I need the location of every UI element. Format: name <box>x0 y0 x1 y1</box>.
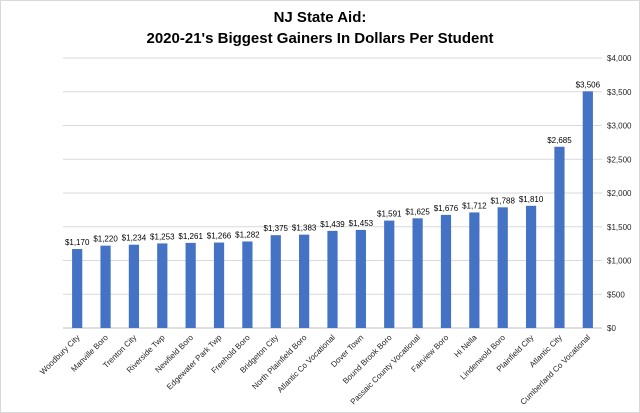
bar <box>242 241 253 328</box>
x-category-label: Bound Brook Boro <box>341 333 394 386</box>
chart-title-line-2: 2020-21's Biggest Gainers In Dollars Per… <box>146 30 494 47</box>
gridlines <box>63 57 602 329</box>
y-tick-label: $0 <box>607 324 616 333</box>
data-label: $1,266 <box>207 232 232 241</box>
data-label: $1,453 <box>349 219 374 228</box>
data-label: $1,234 <box>122 234 147 243</box>
data-label: $1,375 <box>264 224 289 233</box>
data-label: $1,810 <box>519 195 544 204</box>
y-tick-label: $1,500 <box>607 223 632 232</box>
data-label: $1,253 <box>150 232 175 241</box>
bar <box>327 230 338 328</box>
data-label: $1,676 <box>434 204 459 213</box>
bar <box>497 207 508 328</box>
data-label: $1,170 <box>65 238 90 247</box>
data-label: $2,685 <box>547 136 572 145</box>
y-tick-label: $3,500 <box>607 88 632 97</box>
x-category-label: Atlantic Co Vocational <box>276 333 338 395</box>
bar <box>384 220 395 328</box>
data-label: $1,261 <box>178 232 203 241</box>
y-tick-label: $500 <box>607 290 625 299</box>
bar <box>554 146 565 328</box>
data-label: $1,788 <box>490 196 515 205</box>
y-axis-ticks: $0 $500 $1,000 $1,500 $2,000 $2,500 $3,000 $3,5… <box>607 54 632 333</box>
y-tick-label: $3,000 <box>607 122 632 131</box>
y-tick-label: $1,000 <box>607 257 632 266</box>
data-label: $3,506 <box>576 80 601 89</box>
x-category-label: North Plainfield Boro <box>250 333 309 392</box>
chart-title: NJ State Aid: 2020-21's Biggest Gainers … <box>1 7 639 49</box>
bar <box>128 244 140 328</box>
y-tick-label: $4,000 <box>607 54 632 63</box>
bar <box>412 218 423 328</box>
bar <box>582 91 593 328</box>
y-tick-label: $2,500 <box>607 155 632 164</box>
data-label: $1,220 <box>93 235 118 244</box>
bar <box>299 234 310 328</box>
data-label: $1,625 <box>405 207 430 216</box>
bars <box>72 91 593 328</box>
bar <box>72 249 83 328</box>
bar <box>157 243 168 328</box>
bar <box>525 205 537 328</box>
data-labels: $1,170 $1,220 $1,234 $1,253 $1,261 $1,266 $1,2… <box>65 80 601 247</box>
bar <box>270 235 281 328</box>
bar <box>213 242 225 328</box>
data-label: $1,282 <box>235 230 260 239</box>
data-label: $1,383 <box>292 224 317 233</box>
x-category-label: Hi Nella <box>453 333 480 360</box>
chart-title-line-1: NJ State Aid: <box>273 9 367 26</box>
data-label: $1,712 <box>462 201 487 210</box>
data-label: $1,591 <box>377 210 402 219</box>
data-label: $1,439 <box>320 220 345 229</box>
y-tick-label: $2,000 <box>607 189 632 198</box>
bar <box>100 245 111 328</box>
x-category-label: Edgewater Park Twp <box>165 333 224 392</box>
bar <box>469 212 480 328</box>
bar <box>355 229 366 328</box>
bar <box>185 242 196 328</box>
bar <box>440 214 452 328</box>
